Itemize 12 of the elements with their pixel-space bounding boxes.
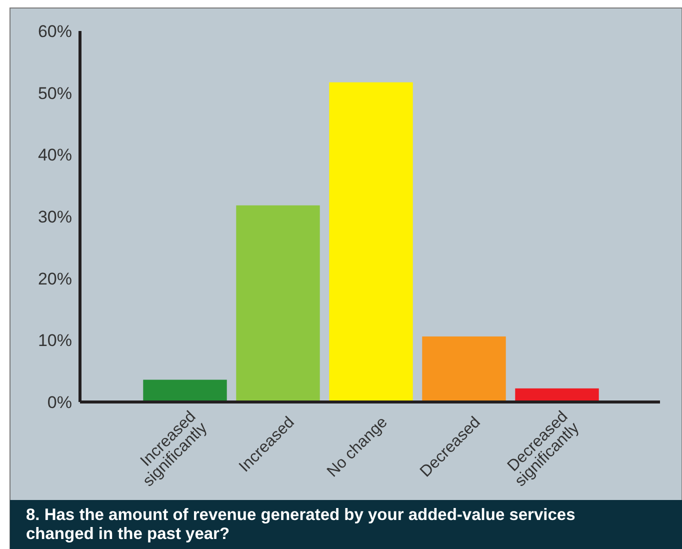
y-tick-label: 40% (38, 146, 72, 165)
text: 8. Has the amount of revenue generated by your added-value services changed in the past year? (26, 506, 576, 543)
y-tick-label: 50% (38, 84, 72, 103)
bar (422, 336, 506, 402)
bar (236, 205, 320, 402)
y-tick-label: 30% (38, 207, 72, 226)
y-tick-label: 20% (38, 269, 72, 288)
bar (143, 380, 227, 402)
bar (329, 82, 413, 402)
y-tick-label: 10% (38, 331, 72, 350)
y-tick-label: 0% (47, 392, 72, 412)
y-tick-label: 60% (38, 22, 72, 41)
